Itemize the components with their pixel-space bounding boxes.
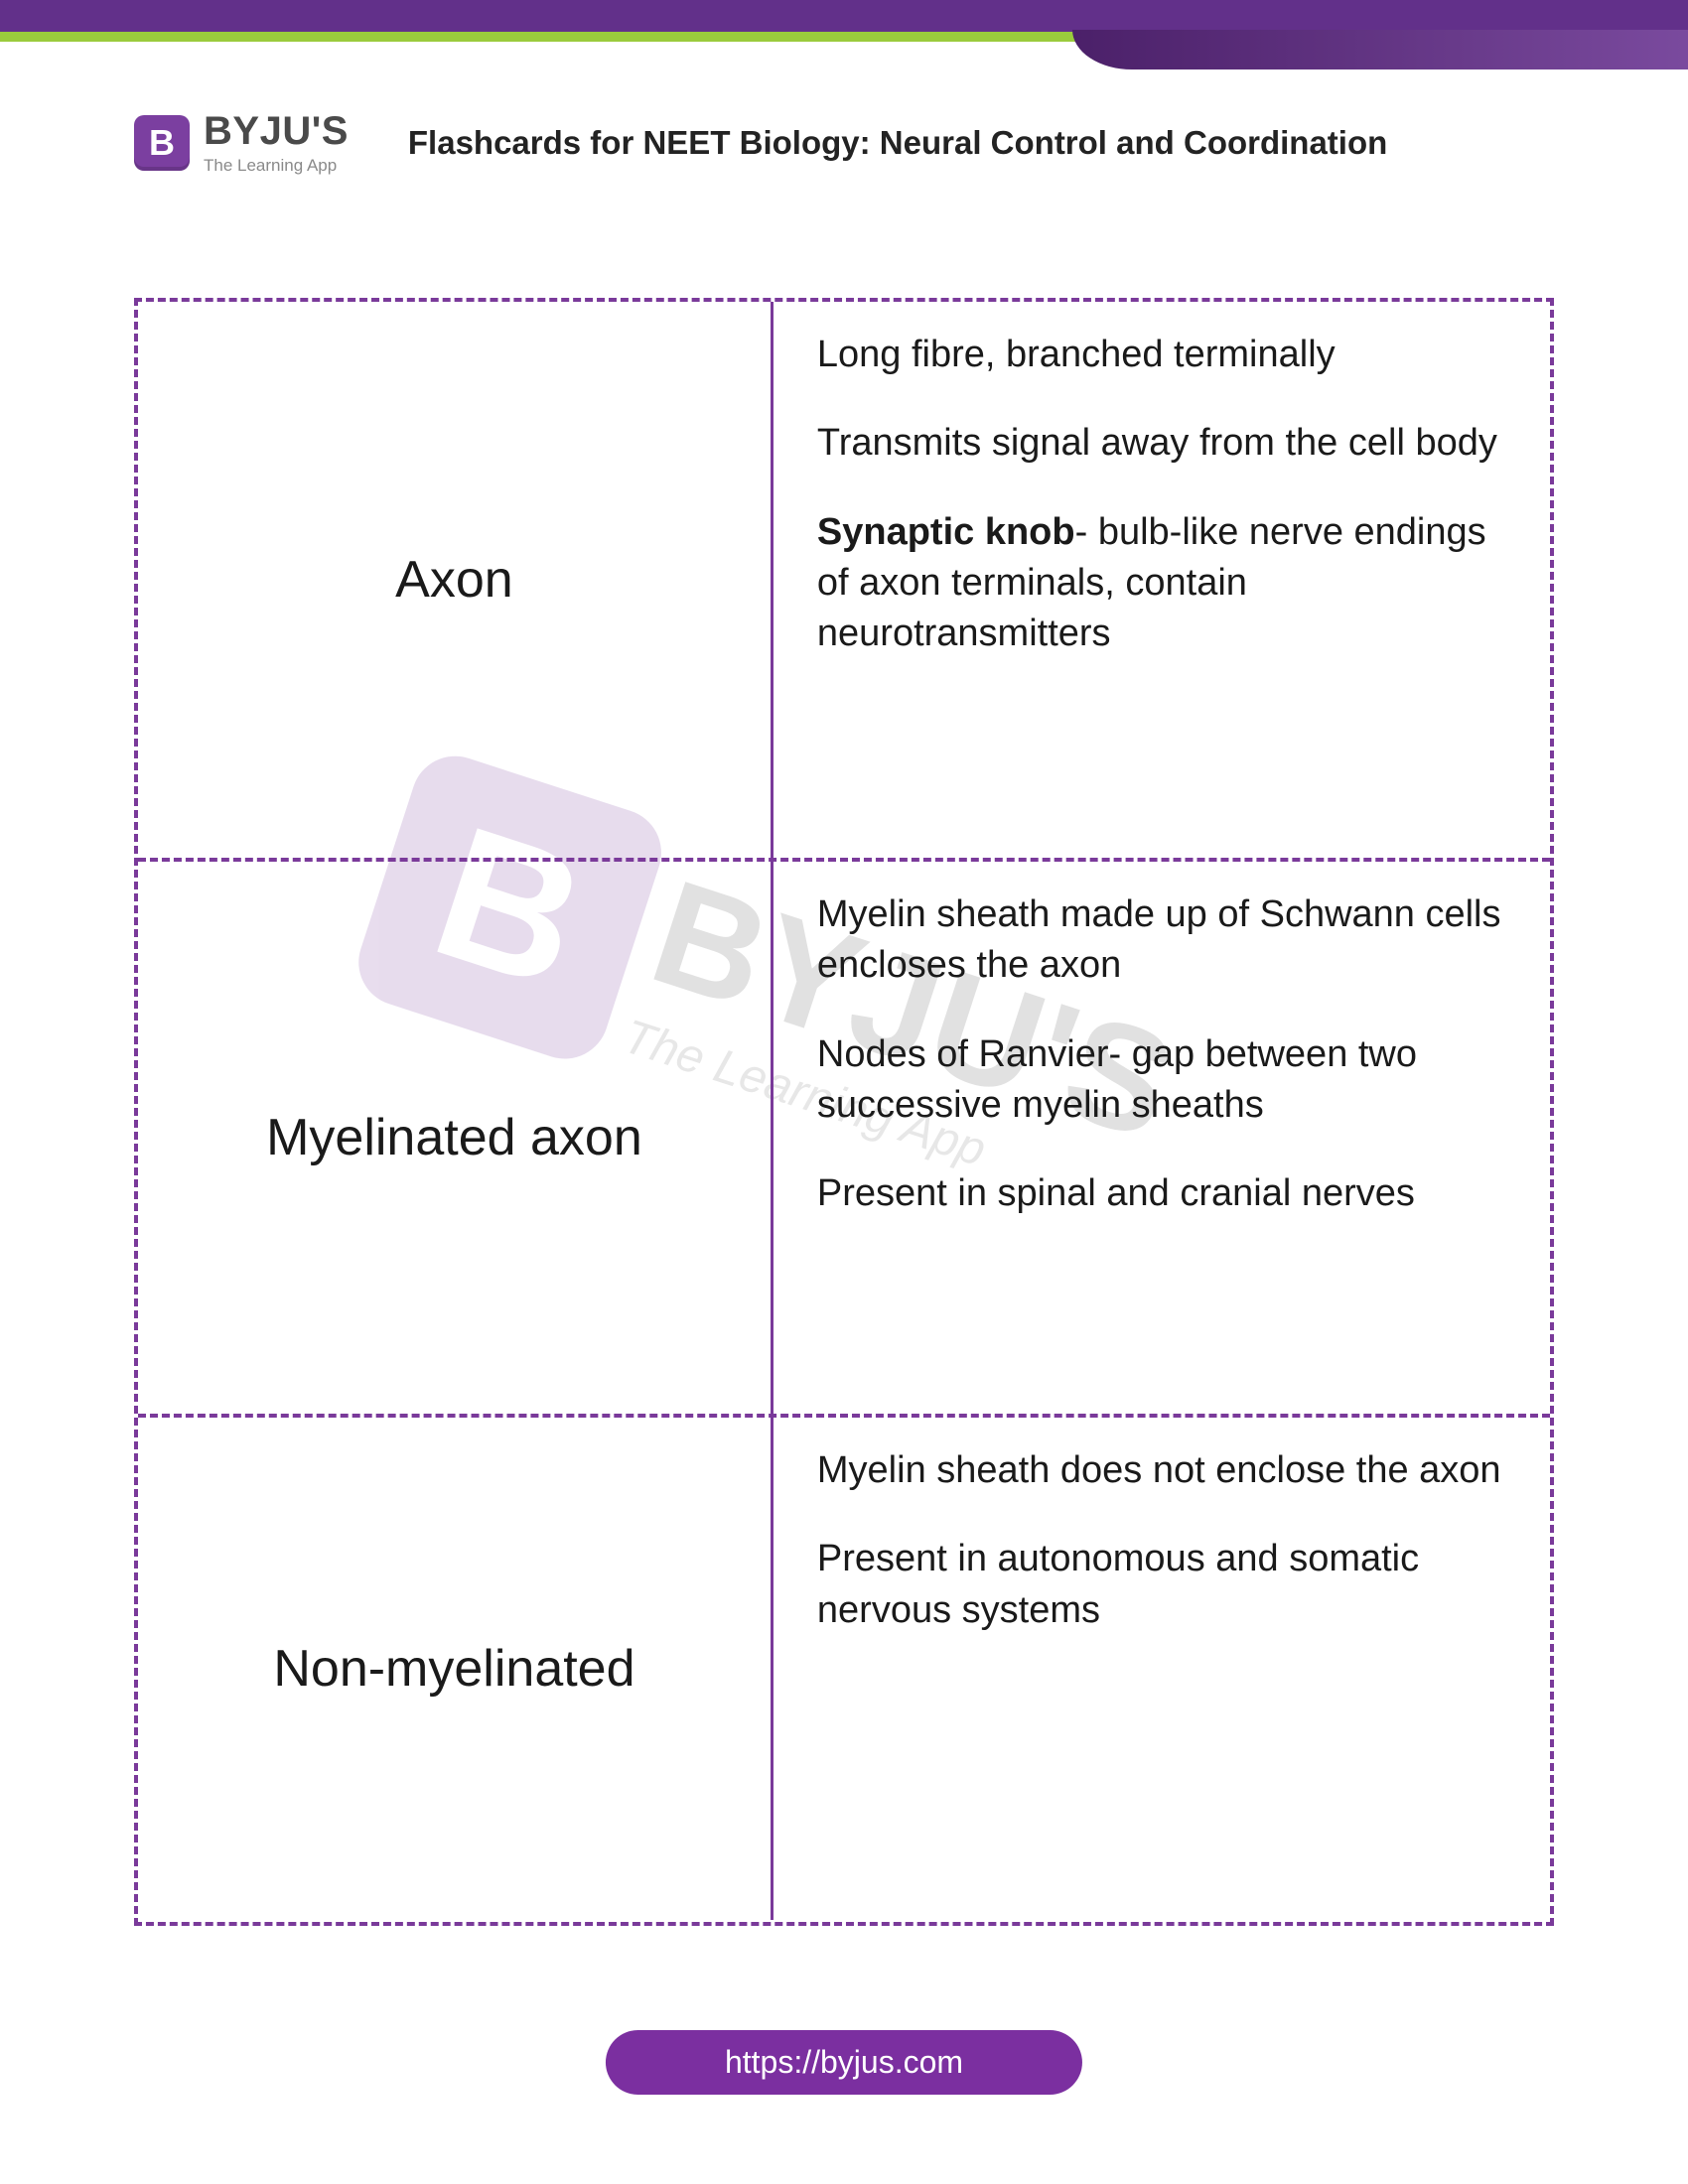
page-header: B BYJU'S The Learning App Flashcards for…	[134, 109, 1554, 176]
term-highlight: Synaptic knob	[817, 511, 1075, 553]
definition-text: Synaptic knob- bulb-like nerve endings o…	[817, 507, 1510, 660]
definition-text: Myelin sheath does not enclose the axon	[817, 1445, 1510, 1496]
definition-text: Present in autonomous and somatic nervou…	[817, 1534, 1510, 1636]
definition-text: Nodes of Ranvier- gap between two succes…	[817, 1029, 1510, 1132]
table-row: Myelinated axon Myelin sheath made up of…	[138, 858, 1550, 1414]
logo: B BYJU'S The Learning App	[134, 109, 349, 176]
table-row: Non-myelinated Myelin sheath does not en…	[138, 1414, 1550, 1920]
bar-purple	[0, 0, 1688, 32]
definition-text: Myelin sheath made up of Schwann cells e…	[817, 889, 1510, 992]
logo-brand: BYJU'S	[204, 109, 349, 154]
page-title: Flashcards for NEET Biology: Neural Cont…	[408, 124, 1554, 162]
term-cell: Non-myelinated	[138, 1418, 774, 1920]
table-row: Axon Long fibre, branched terminally Tra…	[138, 302, 1550, 858]
flashcard-table: Axon Long fibre, branched terminally Tra…	[134, 298, 1554, 1926]
footer-url-pill: https://byjus.com	[606, 2030, 1082, 2095]
definition-cell: Myelin sheath does not enclose the axon …	[774, 1418, 1550, 1920]
definition-text: Long fibre, branched terminally	[817, 330, 1510, 380]
logo-tagline: The Learning App	[204, 156, 349, 176]
logo-text: BYJU'S The Learning App	[204, 109, 349, 176]
logo-badge-icon: B	[134, 115, 190, 171]
term-cell: Myelinated axon	[138, 862, 774, 1414]
definition-text: Transmits signal away from the cell body	[817, 418, 1510, 469]
bar-curve	[1072, 30, 1688, 69]
term-cell: Axon	[138, 302, 774, 858]
definition-text: Present in spinal and cranial nerves	[817, 1168, 1510, 1219]
header-bars	[0, 0, 1688, 42]
definition-cell: Long fibre, branched terminally Transmit…	[774, 302, 1550, 858]
definition-cell: Myelin sheath made up of Schwann cells e…	[774, 862, 1550, 1414]
